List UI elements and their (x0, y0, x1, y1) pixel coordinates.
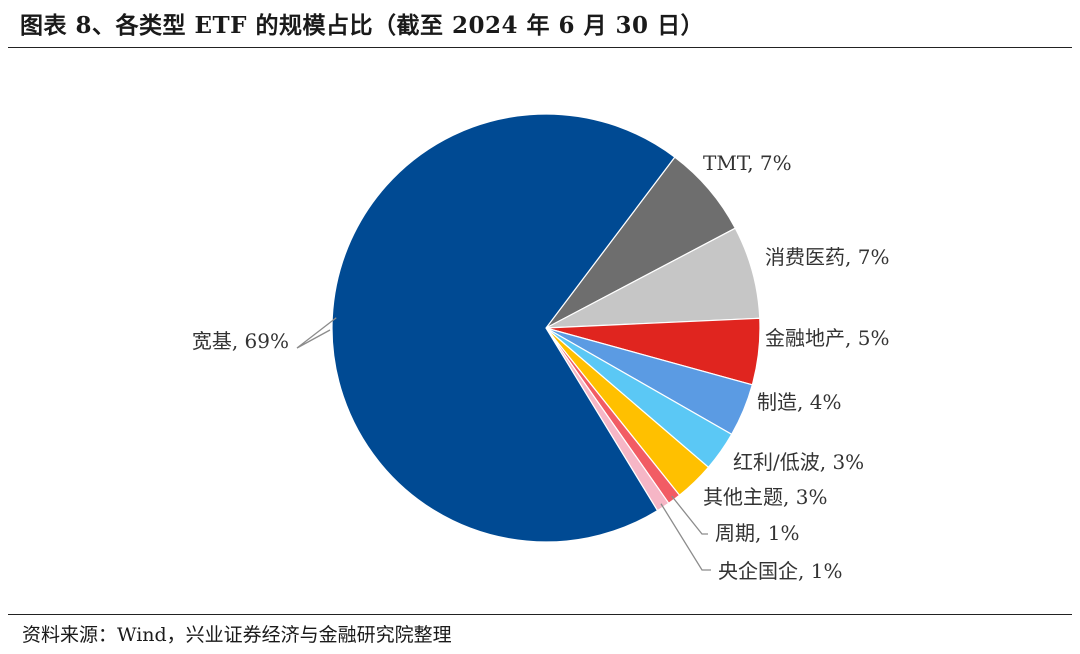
slice-label-5: 其他主题, 3% (703, 485, 827, 509)
top-divider (8, 47, 1072, 48)
slice-label-8: 宽基, 69% (192, 329, 289, 353)
chart-title: 图表 8、各类型 ETF 的规模占比（截至 2024 年 6 月 30 日） (20, 12, 705, 39)
leader-lines (296, 317, 711, 571)
leader-line-7 (660, 503, 711, 571)
pie-slice-8 (331, 113, 676, 543)
slice-label-0: TMT, 7% (703, 151, 792, 175)
slice-label-2: 金融地产, 5% (765, 326, 889, 350)
bottom-divider (8, 614, 1072, 615)
leader-line-8 (296, 317, 337, 349)
slice-label-4: 红利/低波, 3% (733, 450, 864, 474)
slice-label-1: 消费医药, 7% (765, 245, 889, 269)
slice-label-6: 周期, 1% (715, 521, 799, 545)
slice-label-3: 制造, 4% (757, 390, 841, 414)
slice-labels: TMT, 7% 消费医药, 7% 金融地产, 5% 制造, 4% 红利/低波, 3% 其他… (192, 151, 890, 583)
source-note: 资料来源：Wind，兴业证券经济与金融研究院整理 (22, 624, 452, 646)
leader-line-6 (671, 495, 708, 535)
slice-label-7: 央企国企, 1% (718, 559, 842, 583)
pie-slices (331, 113, 761, 543)
